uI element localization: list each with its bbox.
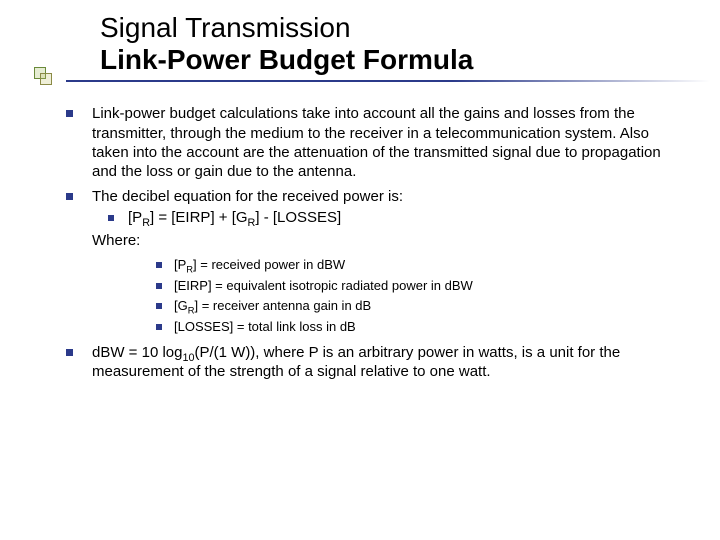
bullet-text: dBW = 10 log10(P/(1 W)), where P is an a…: [92, 344, 620, 380]
bullet-item: The decibel equation for the received po…: [50, 187, 680, 337]
definition-text: [GR] = receiver antenna gain in dB: [174, 298, 371, 313]
definitions-list: [PR] = received power in dBW [EIRP] = eq…: [148, 256, 680, 337]
definition-text: [EIRP] = equivalent isotropic radiated p…: [174, 278, 473, 293]
bullet-text: The decibel equation for the received po…: [92, 188, 403, 205]
formula-list: [PR] = [EIRP] + [GR] - [LOSSES]: [92, 208, 680, 228]
title-line1: Signal Transmission: [100, 12, 680, 44]
bullet-item: Link-power budget calculations take into…: [50, 104, 680, 181]
definition-item: [GR] = receiver antenna gain in dB: [148, 297, 680, 316]
title-block: Signal Transmission Link-Power Budget Fo…: [100, 12, 680, 86]
formula-text: [PR] = [EIRP] + [GR] - [LOSSES]: [128, 209, 341, 226]
bullet-list: Link-power budget calculations take into…: [50, 104, 680, 381]
definition-item: [EIRP] = equivalent isotropic radiated p…: [148, 277, 680, 296]
formula-item: [PR] = [EIRP] + [GR] - [LOSSES]: [92, 208, 680, 228]
title-underline-gradient: [66, 80, 710, 82]
content-area: Link-power budget calculations take into…: [50, 104, 680, 381]
title-underline: [30, 80, 710, 86]
definition-text: [PR] = received power in dBW: [174, 257, 345, 272]
definition-item: [PR] = received power in dBW: [148, 256, 680, 275]
title-line2: Link-Power Budget Formula: [100, 44, 680, 76]
slide: Signal Transmission Link-Power Budget Fo…: [0, 0, 720, 540]
bullet-text: Link-power budget calculations take into…: [92, 105, 661, 180]
definition-text: [LOSSES] = total link loss in dB: [174, 319, 356, 334]
where-label: Where:: [92, 231, 680, 250]
deco-square-icon: [40, 73, 52, 85]
bullet-item: dBW = 10 log10(P/(1 W)), where P is an a…: [50, 343, 680, 381]
definition-item: [LOSSES] = total link loss in dB: [148, 318, 680, 337]
